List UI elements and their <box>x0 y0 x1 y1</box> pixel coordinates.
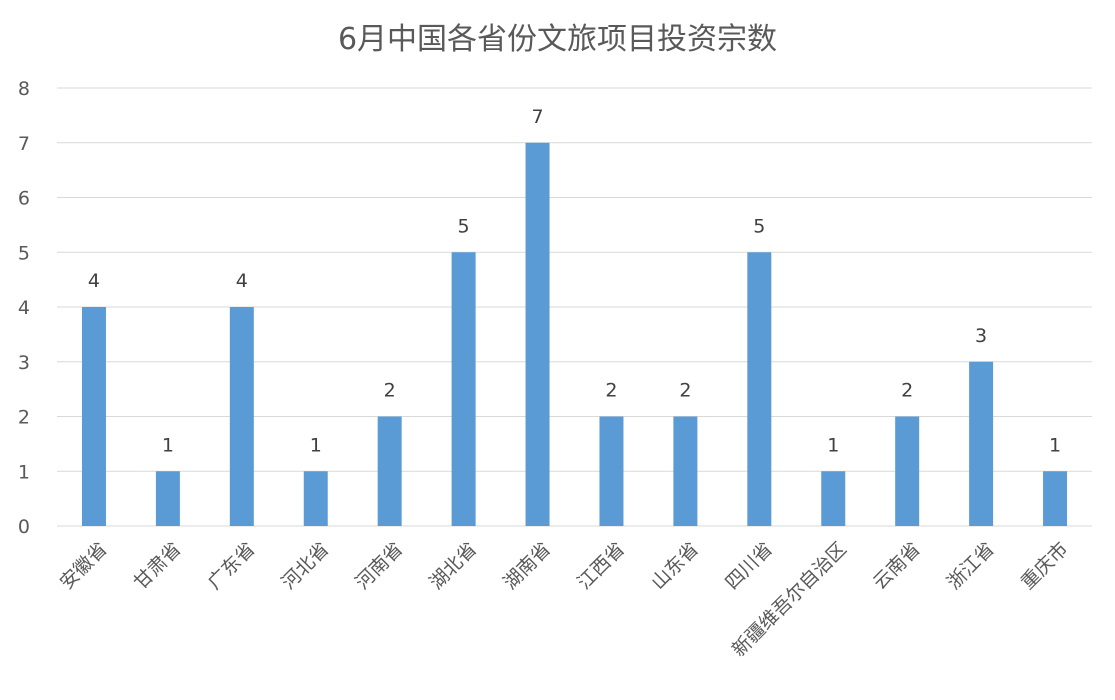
x-tick-label-2: 广东省 <box>204 538 260 594</box>
y-tick-label-1: 1 <box>18 461 30 483</box>
x-tick-label-1: 甘肃省 <box>130 538 186 594</box>
data-label-1: 1 <box>162 434 174 456</box>
bar-10 <box>821 471 846 526</box>
bar-8 <box>673 416 698 526</box>
x-tick-label-6: 湖南省 <box>499 538 555 594</box>
bar-12 <box>969 361 994 526</box>
data-label-4: 2 <box>384 380 396 402</box>
data-label-9: 5 <box>753 215 765 237</box>
y-tick-label-0: 0 <box>18 516 30 538</box>
data-label-0: 4 <box>88 270 100 292</box>
x-tick-label-3: 河北省 <box>277 538 333 594</box>
bar-9 <box>747 252 772 526</box>
bar-5 <box>451 252 476 526</box>
data-label-8: 2 <box>679 380 691 402</box>
bar-2 <box>229 307 254 526</box>
x-tick-label-9: 四川省 <box>721 538 777 594</box>
bar-3 <box>303 471 328 526</box>
y-tick-label-4: 4 <box>18 297 30 319</box>
data-label-7: 2 <box>605 380 617 402</box>
data-label-2: 4 <box>236 270 248 292</box>
data-label-6: 7 <box>531 106 543 128</box>
data-label-12: 3 <box>975 325 987 347</box>
y-tick-label-7: 7 <box>18 133 30 155</box>
data-label-13: 1 <box>1049 434 1061 456</box>
bar-0 <box>81 307 106 526</box>
bar-11 <box>895 416 920 526</box>
y-tick-label-6: 6 <box>18 188 30 210</box>
data-label-11: 2 <box>901 380 913 402</box>
bar-13 <box>1043 471 1068 526</box>
x-tick-label-13: 重庆市 <box>1017 538 1073 594</box>
x-tick-label-12: 浙江省 <box>943 538 999 594</box>
chart-title: 6月中国各省份文旅项目投资宗数 <box>337 22 778 57</box>
x-tick-label-7: 江西省 <box>573 538 629 594</box>
y-tick-label-8: 8 <box>18 78 30 100</box>
y-tick-label-5: 5 <box>18 242 30 264</box>
bar-7 <box>599 416 624 526</box>
data-label-5: 5 <box>458 215 470 237</box>
data-label-3: 1 <box>310 434 322 456</box>
bar-4 <box>377 416 402 526</box>
x-tick-label-5: 湖北省 <box>425 538 481 594</box>
data-label-10: 1 <box>827 434 839 456</box>
y-tick-label-2: 2 <box>18 407 30 429</box>
bar-6 <box>525 142 550 526</box>
x-tick-label-11: 云南省 <box>869 538 925 594</box>
bar-1 <box>155 471 180 526</box>
x-tick-label-8: 山东省 <box>647 538 703 594</box>
x-tick-label-4: 河南省 <box>351 538 407 594</box>
y-tick-label-3: 3 <box>18 352 30 374</box>
x-tick-label-0: 安徽省 <box>56 538 112 594</box>
